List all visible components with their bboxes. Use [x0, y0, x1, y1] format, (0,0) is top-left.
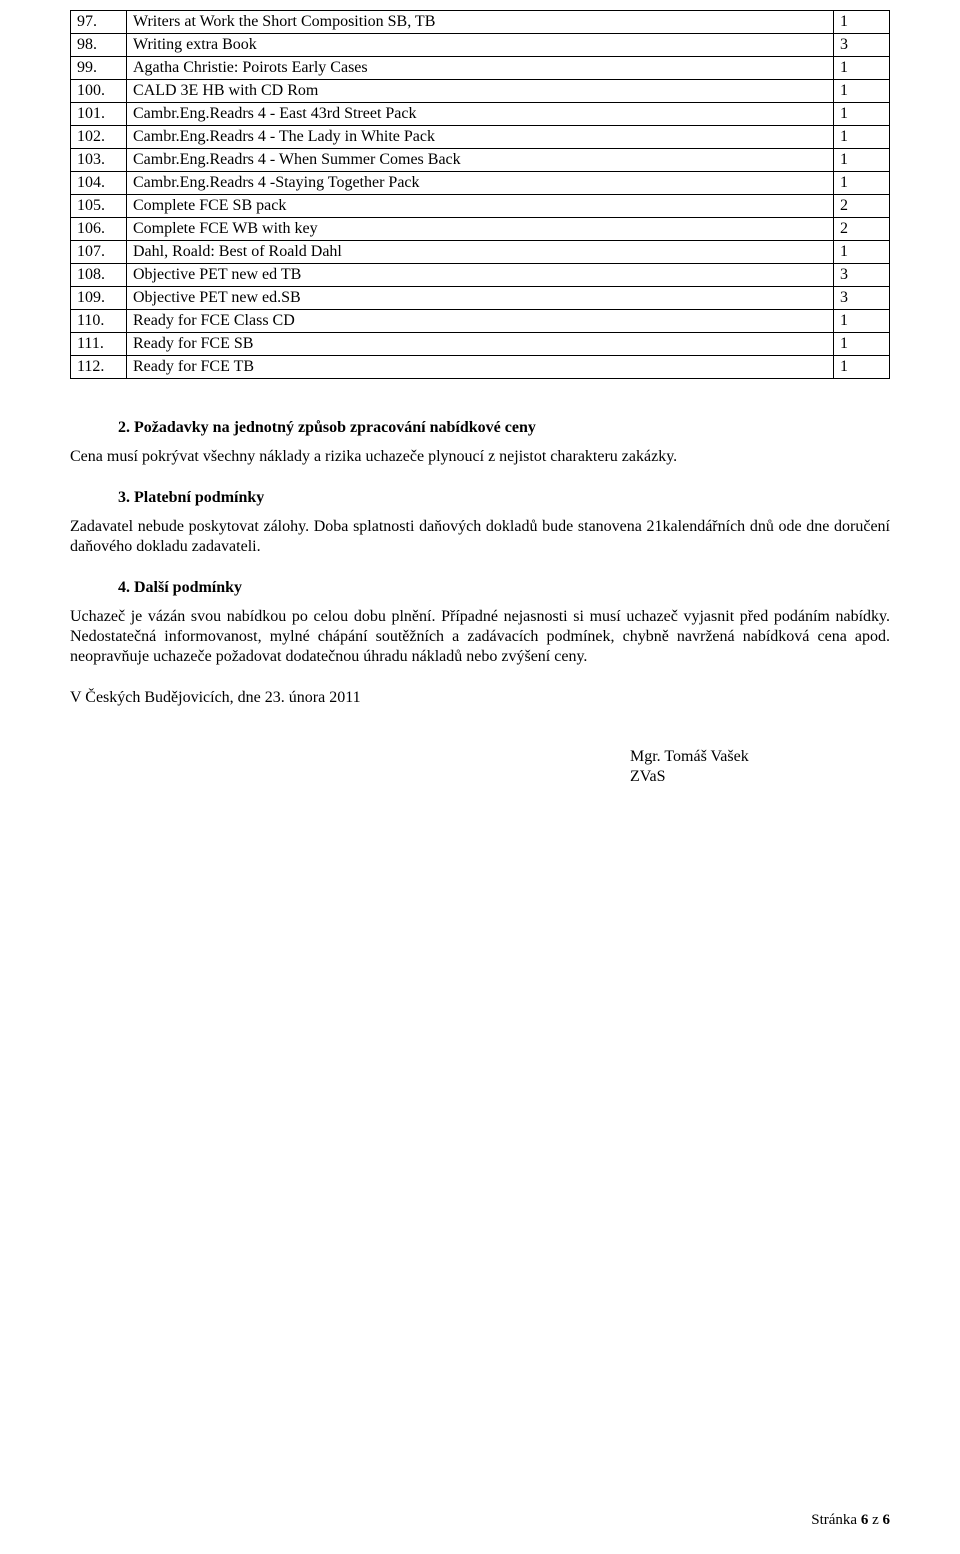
row-description: Ready for FCE Class CD — [127, 310, 834, 333]
row-number: 105. — [71, 195, 127, 218]
table-row: 104.Cambr.Eng.Readrs 4 -Staying Together… — [71, 172, 890, 195]
table-row: 99.Agatha Christie: Poirots Early Cases1 — [71, 57, 890, 80]
row-number: 111. — [71, 333, 127, 356]
row-number: 106. — [71, 218, 127, 241]
table-row: 105.Complete FCE SB pack2 — [71, 195, 890, 218]
section-2-body: Cena musí pokrývat všechny náklady a riz… — [70, 447, 890, 467]
page-footer: Stránka 6 z 6 — [811, 1512, 890, 1529]
row-number: 98. — [71, 34, 127, 57]
row-description: Dahl, Roald: Best of Roald Dahl — [127, 241, 834, 264]
signature-block: Mgr. Tomáš Vašek ZVaS — [630, 747, 890, 787]
row-quantity: 1 — [834, 11, 890, 34]
table-row: 97.Writers at Work the Short Composition… — [71, 11, 890, 34]
signature-org: ZVaS — [630, 767, 890, 787]
footer-sep: z — [868, 1512, 882, 1528]
signature-name: Mgr. Tomáš Vašek — [630, 747, 890, 767]
table-row: 106.Complete FCE WB with key2 — [71, 218, 890, 241]
section-4-body: Uchazeč je vázán svou nabídkou po celou … — [70, 607, 890, 667]
table-row: 109.Objective PET new ed.SB3 — [71, 287, 890, 310]
row-description: Complete FCE SB pack — [127, 195, 834, 218]
table-row: 110.Ready for FCE Class CD1 — [71, 310, 890, 333]
date-line: V Českých Budějovicích, dne 23. února 20… — [70, 689, 890, 707]
table-row: 108.Objective PET new ed TB3 — [71, 264, 890, 287]
row-number: 107. — [71, 241, 127, 264]
table-row: 111.Ready for FCE SB1 — [71, 333, 890, 356]
row-number: 109. — [71, 287, 127, 310]
row-quantity: 2 — [834, 195, 890, 218]
table-row: 101.Cambr.Eng.Readrs 4 - East 43rd Stree… — [71, 103, 890, 126]
row-number: 104. — [71, 172, 127, 195]
table-row: 102.Cambr.Eng.Readrs 4 - The Lady in Whi… — [71, 126, 890, 149]
row-quantity: 3 — [834, 287, 890, 310]
row-description: Cambr.Eng.Readrs 4 - East 43rd Street Pa… — [127, 103, 834, 126]
row-quantity: 1 — [834, 333, 890, 356]
items-table-body: 97.Writers at Work the Short Composition… — [71, 11, 890, 379]
row-quantity: 1 — [834, 80, 890, 103]
row-number: 100. — [71, 80, 127, 103]
row-description: Cambr.Eng.Readrs 4 -Staying Together Pac… — [127, 172, 834, 195]
section-3-heading: 3. Platební podmínky — [70, 489, 890, 507]
table-row: 107.Dahl, Roald: Best of Roald Dahl1 — [71, 241, 890, 264]
row-quantity: 1 — [834, 149, 890, 172]
row-number: 102. — [71, 126, 127, 149]
page: 97.Writers at Work the Short Composition… — [0, 0, 960, 1554]
row-number: 108. — [71, 264, 127, 287]
row-description: Writers at Work the Short Composition SB… — [127, 11, 834, 34]
section-2-heading: 2. Požadavky na jednotný způsob zpracová… — [70, 419, 890, 437]
table-row: 103.Cambr.Eng.Readrs 4 - When Summer Com… — [71, 149, 890, 172]
row-quantity: 1 — [834, 57, 890, 80]
row-quantity: 3 — [834, 264, 890, 287]
row-description: Agatha Christie: Poirots Early Cases — [127, 57, 834, 80]
table-row: 112.Ready for FCE TB1 — [71, 356, 890, 379]
row-quantity: 1 — [834, 172, 890, 195]
footer-total-pages: 6 — [883, 1512, 891, 1528]
row-description: Objective PET new ed TB — [127, 264, 834, 287]
row-quantity: 1 — [834, 356, 890, 379]
items-table: 97.Writers at Work the Short Composition… — [70, 10, 890, 379]
row-quantity: 1 — [834, 241, 890, 264]
row-description: Ready for FCE TB — [127, 356, 834, 379]
section-4-heading: 4. Další podmínky — [70, 579, 890, 597]
row-quantity: 1 — [834, 126, 890, 149]
row-description: Ready for FCE SB — [127, 333, 834, 356]
table-row: 100.CALD 3E HB with CD Rom1 — [71, 80, 890, 103]
row-description: Complete FCE WB with key — [127, 218, 834, 241]
footer-label: Stránka — [811, 1512, 861, 1528]
row-description: Objective PET new ed.SB — [127, 287, 834, 310]
row-number: 110. — [71, 310, 127, 333]
row-description: CALD 3E HB with CD Rom — [127, 80, 834, 103]
row-description: Writing extra Book — [127, 34, 834, 57]
row-number: 99. — [71, 57, 127, 80]
row-description: Cambr.Eng.Readrs 4 - The Lady in White P… — [127, 126, 834, 149]
section-3-body: Zadavatel nebude poskytovat zálohy. Doba… — [70, 517, 890, 557]
row-number: 103. — [71, 149, 127, 172]
row-quantity: 1 — [834, 103, 890, 126]
table-row: 98.Writing extra Book3 — [71, 34, 890, 57]
row-quantity: 1 — [834, 310, 890, 333]
row-description: Cambr.Eng.Readrs 4 - When Summer Comes B… — [127, 149, 834, 172]
row-number: 97. — [71, 11, 127, 34]
row-quantity: 3 — [834, 34, 890, 57]
row-number: 112. — [71, 356, 127, 379]
row-number: 101. — [71, 103, 127, 126]
row-quantity: 2 — [834, 218, 890, 241]
